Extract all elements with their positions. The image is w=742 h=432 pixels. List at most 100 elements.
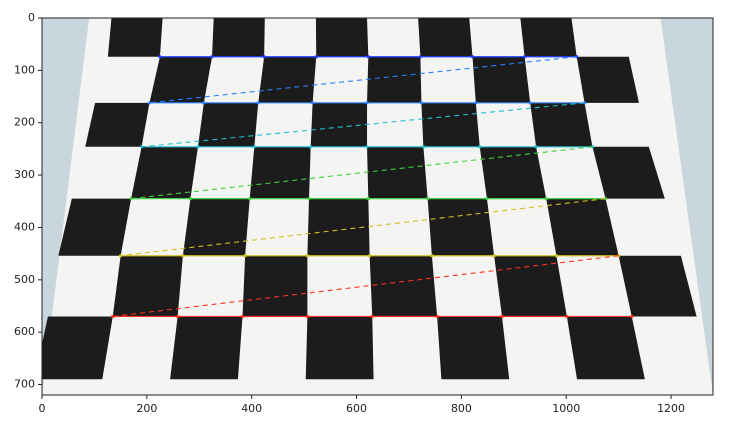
y-tick-label: 300 <box>14 168 35 181</box>
corner <box>256 101 260 105</box>
corner <box>370 314 374 319</box>
board-square <box>58 198 132 256</box>
corner <box>365 101 369 105</box>
board-square <box>367 146 428 199</box>
corner <box>140 145 144 149</box>
board-square <box>170 316 243 380</box>
y-tick-label: 500 <box>14 273 35 286</box>
corner <box>474 101 478 105</box>
y-tick-label: 400 <box>14 220 35 233</box>
x-tick-label: 0 <box>39 402 46 415</box>
corner <box>485 197 489 201</box>
x-tick-label: 800 <box>451 402 472 415</box>
board-square <box>42 316 113 380</box>
board-square <box>131 146 198 199</box>
corner <box>430 254 434 258</box>
x-tick-label: 200 <box>136 402 157 415</box>
corner <box>500 314 504 319</box>
image <box>42 18 713 395</box>
board-square <box>520 18 577 57</box>
board-square <box>182 198 250 256</box>
y-tick-label: 0 <box>28 11 35 24</box>
corner <box>478 145 482 149</box>
corner <box>544 197 548 201</box>
corner <box>426 197 430 201</box>
board-square <box>566 316 645 380</box>
board-square <box>258 56 317 103</box>
board-square <box>149 56 213 103</box>
corner <box>147 101 152 105</box>
corner <box>305 254 309 258</box>
axes-frame <box>41 17 714 396</box>
y-tick-label: 600 <box>14 325 35 338</box>
corner <box>210 55 214 59</box>
corner-link <box>141 102 585 148</box>
corner <box>365 145 369 149</box>
x-tick-label: 1200 <box>657 402 685 415</box>
board-square <box>212 18 265 57</box>
corner <box>366 55 370 59</box>
corner-link <box>112 255 619 318</box>
board-square <box>418 18 473 57</box>
corner <box>176 314 180 319</box>
board-square <box>242 255 308 317</box>
corner <box>309 145 313 149</box>
corner <box>435 314 439 319</box>
corner <box>528 101 532 105</box>
board-square <box>307 198 370 256</box>
x-tick-label: 400 <box>241 402 262 415</box>
corner <box>534 145 538 149</box>
corner <box>523 55 527 59</box>
board-square <box>315 18 369 57</box>
corner <box>630 314 634 319</box>
corner <box>307 197 311 201</box>
corner <box>248 197 252 201</box>
corner <box>188 197 193 201</box>
corner <box>119 254 123 258</box>
x-tick-label: 600 <box>346 402 367 415</box>
corner-link <box>120 198 606 257</box>
board-square <box>112 255 183 317</box>
board-square <box>367 56 422 103</box>
board-square <box>618 255 697 317</box>
corner <box>314 55 318 59</box>
corner <box>305 314 309 319</box>
board-square <box>494 255 567 317</box>
corner <box>554 254 558 258</box>
corner <box>158 55 162 59</box>
corner <box>603 197 608 201</box>
corner <box>492 254 496 258</box>
corner <box>202 101 206 105</box>
board-square <box>479 146 547 199</box>
board-square <box>546 198 619 256</box>
board-square <box>592 146 665 199</box>
corner <box>366 197 370 201</box>
board-square <box>85 102 150 147</box>
corner <box>419 101 424 105</box>
board-square <box>530 102 593 147</box>
corner <box>311 101 315 105</box>
corner <box>111 314 115 319</box>
board-square <box>472 56 531 103</box>
y-tick-label: 200 <box>14 116 35 129</box>
board-square <box>369 255 438 317</box>
corner <box>240 314 245 319</box>
corner <box>590 145 595 149</box>
board-square <box>305 316 374 380</box>
corner <box>262 55 266 59</box>
corner <box>421 145 425 149</box>
x-tick-label: 1000 <box>552 402 580 415</box>
board-square <box>249 146 311 199</box>
corner <box>368 254 372 258</box>
board-square <box>427 198 495 256</box>
y-tick-label: 100 <box>14 63 35 76</box>
board-square <box>197 102 259 147</box>
corner <box>243 254 247 258</box>
corner <box>418 55 423 59</box>
board-square <box>421 102 480 147</box>
corner <box>196 145 200 149</box>
board-square <box>310 102 368 147</box>
corner <box>565 314 569 319</box>
